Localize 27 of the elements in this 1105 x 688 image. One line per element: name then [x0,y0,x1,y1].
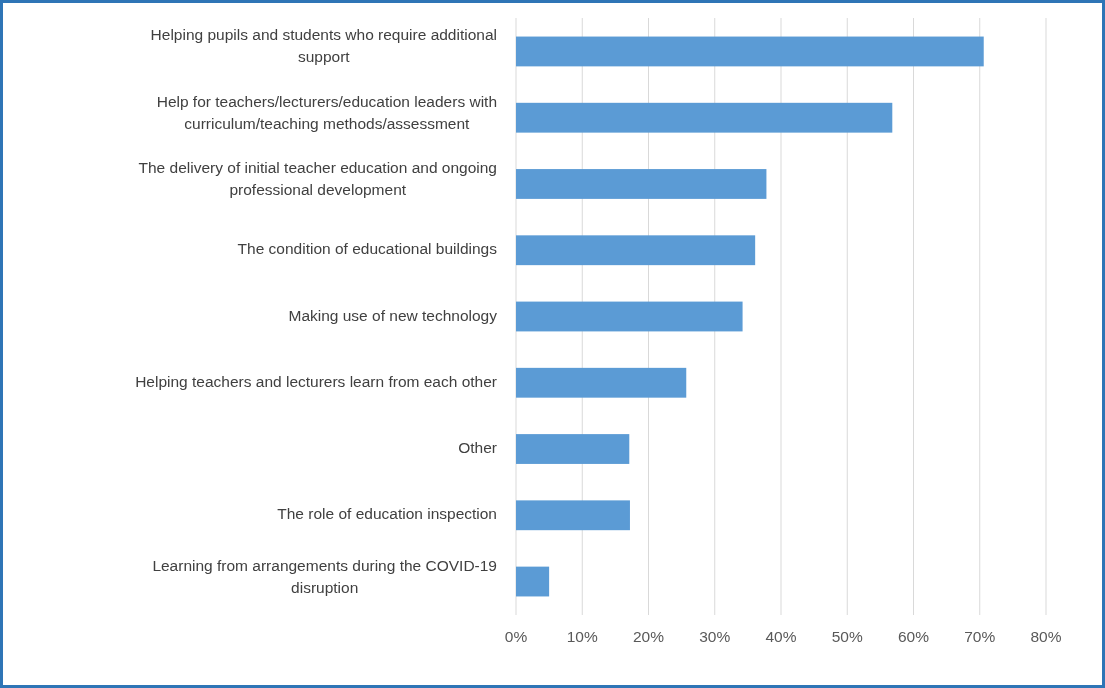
bar [516,500,630,531]
bar [516,367,687,398]
bar [516,169,767,199]
bar [516,301,743,332]
x-tick-label: 50% [831,628,863,645]
x-tick-label: 80% [1030,628,1062,645]
y-tick-label: The delivery of initial teacher education and ongoing professional development [138,159,497,199]
x-tick-label: 60% [897,628,930,645]
x-tick-label: 40% [765,628,797,645]
bar [516,566,550,597]
y-tick-label: Helping teachers and lecturers learn from each other [135,372,497,390]
x-tick-label: 10% [566,628,598,645]
y-tick-label: Help for teachers/lecturers/education leaders with curriculum/teaching methods/assessment [156,92,497,132]
y-tick-label: Other [458,439,497,457]
bar [516,102,893,133]
bar [516,434,630,464]
x-tick-label: 30% [699,628,731,645]
bar [516,235,756,266]
bar [516,36,984,67]
y-tick-label: Making use of new technology [288,306,498,324]
x-tick-label: 20% [632,628,665,645]
y-tick-label: The role of education inspection [277,505,497,523]
y-tick-label: Learning from arrangements during the COVID-19 disruption [152,556,497,596]
x-tick-label: 70% [964,628,996,645]
x-tick-label: 0% [504,628,528,645]
y-tick-label: Helping pupils and students who require additional support [150,26,497,66]
y-tick-label: The condition of educational buildings [237,240,498,258]
